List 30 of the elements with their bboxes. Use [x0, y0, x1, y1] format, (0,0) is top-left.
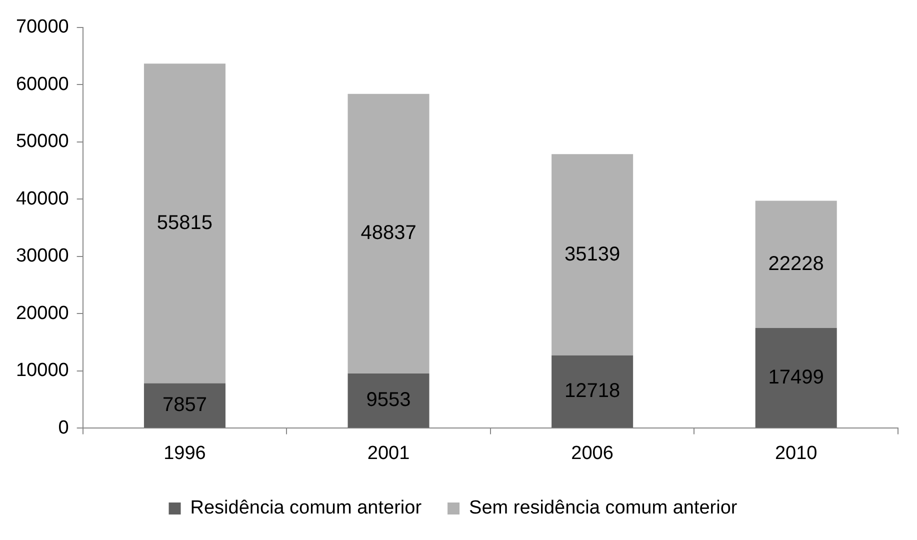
data-label: 35139	[564, 243, 620, 266]
bar	[348, 374, 430, 428]
y-tick-label: 70000	[16, 16, 69, 38]
y-tick-label: 40000	[16, 188, 69, 210]
bar	[348, 94, 430, 374]
y-tick-label: 10000	[16, 360, 69, 382]
bar	[552, 355, 634, 428]
data-label: 7857	[162, 394, 207, 416]
bar	[755, 200, 837, 328]
bar	[144, 383, 226, 428]
data-label: 12718	[564, 380, 620, 402]
y-tick-label: 50000	[16, 131, 69, 152]
legend-label: Residência comum anterior	[190, 498, 422, 519]
x-tick-label: 2001	[367, 442, 410, 464]
x-tick-label: 2006	[571, 442, 614, 464]
y-tick-label: 30000	[16, 246, 69, 267]
data-label: 48837	[360, 222, 416, 244]
y-tick-label: 0	[58, 417, 69, 438]
data-label: 22228	[768, 252, 824, 275]
x-tick-label: 1996	[164, 442, 206, 464]
bar	[144, 64, 226, 384]
bar	[552, 154, 634, 356]
y-tick-label: 60000	[16, 74, 69, 95]
legend-label: Sem residência comum anterior	[469, 498, 738, 519]
data-label: 55815	[156, 212, 213, 234]
data-label: 9553	[366, 389, 411, 412]
bar	[755, 328, 837, 428]
y-tick-label: 20000	[16, 302, 69, 324]
x-tick-label: 2010	[774, 442, 818, 464]
data-label: 17499	[768, 366, 824, 388]
